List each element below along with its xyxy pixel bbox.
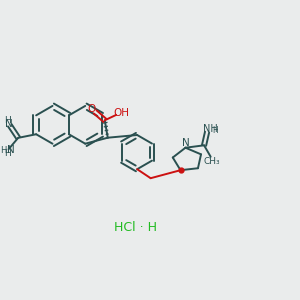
Text: H: H: [212, 126, 218, 135]
Text: H: H: [0, 146, 6, 154]
Text: H: H: [4, 116, 11, 125]
Text: CH₃: CH₃: [204, 157, 220, 166]
Text: NH: NH: [203, 124, 218, 134]
Text: HCl · H: HCl · H: [114, 221, 157, 235]
Text: OH: OH: [114, 108, 130, 118]
Text: N: N: [5, 119, 13, 129]
Text: H: H: [4, 148, 11, 158]
Text: N: N: [182, 138, 190, 148]
Text: O: O: [87, 104, 96, 114]
Text: N: N: [7, 145, 15, 155]
